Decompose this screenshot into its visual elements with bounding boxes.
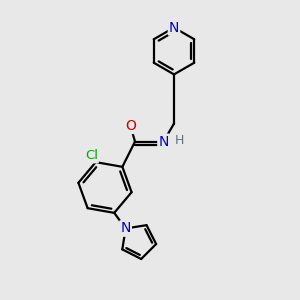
Text: Cl: Cl [85,149,98,162]
Text: N: N [158,135,169,148]
Text: N: N [169,21,179,34]
Text: N: N [120,221,131,236]
Text: H: H [174,134,184,147]
Text: N: N [120,221,131,236]
Text: O: O [125,119,136,133]
